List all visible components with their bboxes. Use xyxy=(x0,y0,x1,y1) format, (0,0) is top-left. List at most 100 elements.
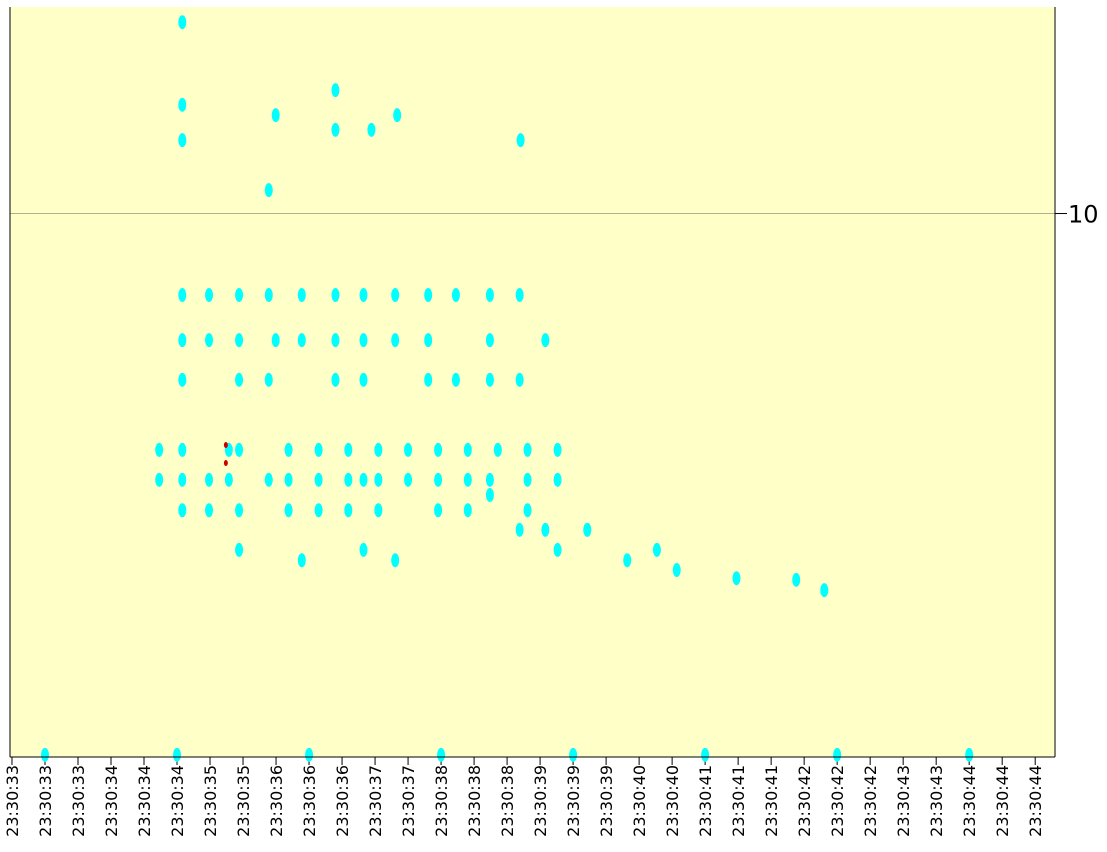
data-point xyxy=(235,288,244,303)
data-point xyxy=(437,747,446,762)
data-point xyxy=(485,488,494,503)
data-point xyxy=(205,503,214,518)
x-tick-label: 23:30:40 xyxy=(630,765,649,837)
x-tick-label: 23:30:42 xyxy=(828,765,847,837)
data-point xyxy=(297,288,306,303)
x-tick-label: 23:30:33 xyxy=(36,765,55,837)
data-point xyxy=(833,747,842,762)
data-point xyxy=(205,288,214,303)
data-point xyxy=(374,442,383,457)
data-point xyxy=(393,108,402,123)
data-point xyxy=(178,288,187,303)
data-point xyxy=(404,472,413,487)
x-tick-label: 23:30:41 xyxy=(696,765,715,837)
data-point xyxy=(391,288,400,303)
data-point xyxy=(314,503,323,518)
data-point xyxy=(178,333,187,348)
x-tick-label: 23:30:39 xyxy=(531,765,550,837)
data-point xyxy=(264,472,273,487)
x-tick-label: 23:30:44 xyxy=(993,765,1012,837)
x-tick-label: 23:30:38 xyxy=(432,765,451,837)
x-tick-label: 23:30:44 xyxy=(960,765,979,837)
x-tick-label: 23:30:33 xyxy=(3,765,22,837)
data-point xyxy=(271,333,280,348)
data-point xyxy=(331,372,340,387)
data-point xyxy=(344,472,353,487)
data-point xyxy=(652,542,661,557)
data-point xyxy=(451,288,460,303)
data-point xyxy=(297,333,306,348)
data-point xyxy=(515,288,524,303)
x-tick-label: 23:30:33 xyxy=(69,765,88,837)
data-point xyxy=(344,442,353,457)
data-point xyxy=(235,372,244,387)
data-point xyxy=(178,372,187,387)
data-point xyxy=(284,472,293,487)
data-point xyxy=(523,472,532,487)
data-point xyxy=(178,503,187,518)
x-tick-label: 23:30:38 xyxy=(465,765,484,837)
data-point xyxy=(523,503,532,518)
data-point xyxy=(314,472,323,487)
x-tick-label: 23:30:36 xyxy=(333,765,352,837)
data-point xyxy=(553,542,562,557)
data-point xyxy=(284,503,293,518)
data-point xyxy=(178,15,187,30)
data-point xyxy=(485,372,494,387)
data-point xyxy=(569,747,578,762)
data-point xyxy=(284,442,293,457)
x-tick-label: 23:30:36 xyxy=(267,765,286,837)
data-point xyxy=(516,133,525,148)
x-tick-label: 23:30:41 xyxy=(729,765,748,837)
data-point xyxy=(424,333,433,348)
data-point xyxy=(553,442,562,457)
x-tick-label: 23:30:35 xyxy=(234,765,253,837)
data-point xyxy=(463,442,472,457)
x-tick-label: 23:30:37 xyxy=(366,765,385,837)
data-point xyxy=(541,333,550,348)
data-point xyxy=(451,372,460,387)
data-point xyxy=(178,97,187,112)
data-point xyxy=(493,442,502,457)
data-point xyxy=(359,542,368,557)
data-point xyxy=(359,472,368,487)
data-point xyxy=(485,472,494,487)
data-point xyxy=(515,372,524,387)
data-point xyxy=(463,503,472,518)
data-point xyxy=(235,442,244,457)
data-point xyxy=(404,442,413,457)
data-point xyxy=(235,503,244,518)
y-tick-label: 10 xyxy=(1068,201,1099,229)
data-point xyxy=(553,472,562,487)
data-point xyxy=(623,553,632,568)
data-point xyxy=(271,108,280,123)
data-point xyxy=(178,472,187,487)
x-tick-label: 23:30:44 xyxy=(1026,765,1045,837)
data-point xyxy=(434,472,443,487)
data-point xyxy=(205,333,214,348)
data-point xyxy=(701,747,710,762)
data-point xyxy=(485,333,494,348)
data-point xyxy=(541,522,550,537)
data-point xyxy=(264,183,273,198)
data-point xyxy=(463,472,472,487)
data-point xyxy=(205,472,214,487)
plot-area xyxy=(10,7,1055,757)
data-point xyxy=(297,553,306,568)
data-point xyxy=(178,133,187,148)
data-point xyxy=(374,503,383,518)
data-point xyxy=(359,288,368,303)
data-point xyxy=(485,288,494,303)
data-point xyxy=(40,747,49,762)
data-point xyxy=(583,522,592,537)
x-tick-label: 23:30:34 xyxy=(135,765,154,837)
data-point xyxy=(391,333,400,348)
data-point xyxy=(732,571,741,586)
data-point xyxy=(178,442,187,457)
data-point xyxy=(155,472,164,487)
x-tick-label: 23:30:39 xyxy=(597,765,616,837)
data-point xyxy=(424,372,433,387)
x-tick-label: 23:30:35 xyxy=(201,765,220,837)
data-point xyxy=(374,472,383,487)
